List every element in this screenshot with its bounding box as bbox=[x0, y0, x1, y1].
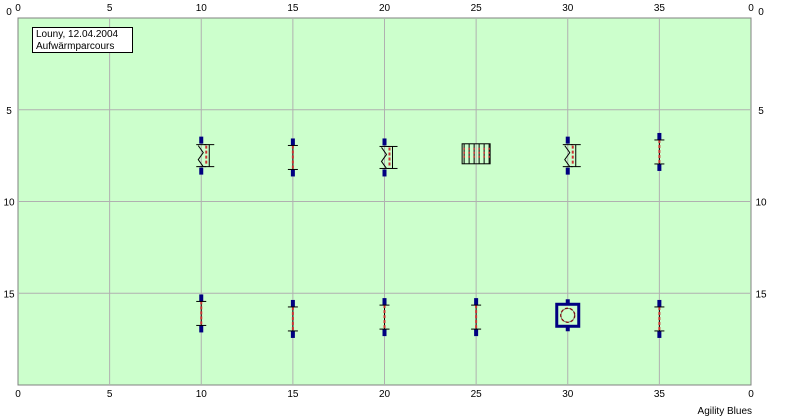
y-tick-label-left: 15 bbox=[3, 289, 15, 300]
y-tick-label-left: 5 bbox=[6, 106, 12, 117]
x-tick-label-bottom: 0 bbox=[15, 389, 21, 400]
wing-hurdle-icon bbox=[379, 138, 398, 177]
obstacle-layer bbox=[196, 132, 665, 338]
y-tick-label-left: 0 bbox=[6, 7, 12, 18]
hurdle-icon bbox=[287, 138, 298, 177]
y-tick-label-right: 5 bbox=[758, 106, 764, 117]
tire-jump-icon bbox=[555, 299, 581, 332]
hurdle-icon bbox=[287, 299, 298, 338]
x-tick-label-bottom: 35 bbox=[654, 389, 666, 400]
x-tick-label-top: 0 bbox=[748, 3, 754, 14]
y-tick-label-right: 15 bbox=[755, 289, 767, 300]
x-tick-label-top: 15 bbox=[287, 3, 299, 14]
x-tick-label-bottom: 15 bbox=[287, 389, 299, 400]
course-location-date: Louny, 12.04.2004 bbox=[36, 29, 119, 40]
x-tick-label-top: 5 bbox=[107, 3, 113, 14]
hurdle-icon bbox=[196, 294, 207, 333]
brand-label: Agility Blues bbox=[697, 406, 752, 417]
x-tick-label-top: 0 bbox=[15, 3, 21, 14]
wing-hurdle-icon bbox=[562, 136, 581, 175]
y-tick-label-right: 10 bbox=[755, 198, 767, 209]
y-tick-label-right: 0 bbox=[758, 7, 764, 18]
hurdle-icon bbox=[379, 298, 390, 337]
hurdle-icon bbox=[654, 299, 665, 338]
x-tick-label-top: 30 bbox=[562, 3, 574, 14]
x-tick-label-top: 20 bbox=[379, 3, 391, 14]
y-tick-label-left: 10 bbox=[3, 198, 15, 209]
x-tick-label-bottom: 25 bbox=[471, 389, 483, 400]
x-tick-label-top: 35 bbox=[654, 3, 666, 14]
weave-poles-icon bbox=[461, 143, 491, 165]
hurdle-icon bbox=[471, 298, 482, 337]
x-tick-label-top: 25 bbox=[471, 3, 483, 14]
x-tick-label-bottom: 0 bbox=[748, 389, 754, 400]
x-tick-label-bottom: 30 bbox=[562, 389, 574, 400]
x-tick-label-bottom: 5 bbox=[107, 389, 113, 400]
wing-hurdle-icon bbox=[196, 136, 215, 175]
x-tick-label-top: 10 bbox=[196, 3, 208, 14]
x-tick-label-bottom: 10 bbox=[196, 389, 208, 400]
course-info-box: Louny, 12.04.2004 Aufwärmparcours bbox=[32, 27, 133, 53]
hurdle-icon bbox=[654, 132, 665, 171]
course-name: Aufwärmparcours bbox=[36, 41, 115, 52]
x-tick-label-bottom: 20 bbox=[379, 389, 391, 400]
